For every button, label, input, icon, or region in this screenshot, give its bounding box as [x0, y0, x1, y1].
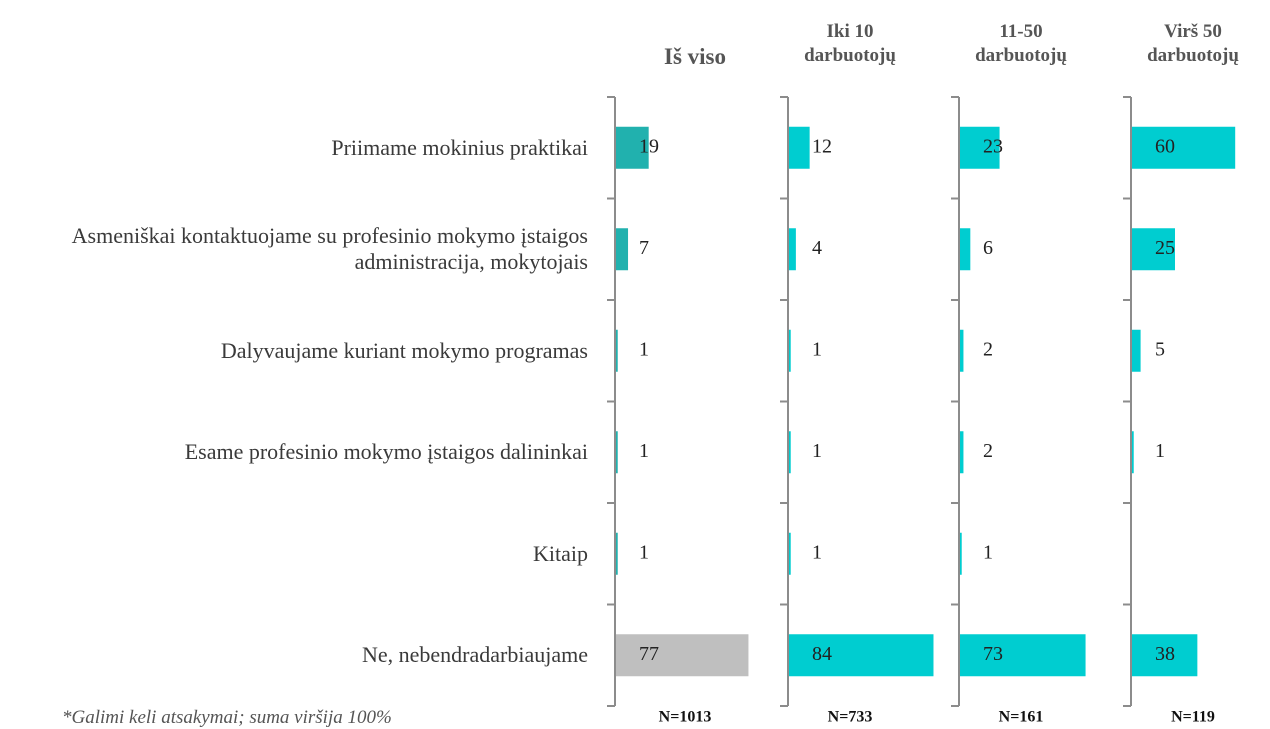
- bar: [616, 634, 749, 677]
- category-label: Kitaip: [533, 540, 588, 566]
- series-header: Virš 50 darbuotojų: [1147, 21, 1239, 66]
- value-label: 25: [1155, 237, 1175, 259]
- value-label: 5: [1155, 338, 1165, 360]
- bar: [1132, 126, 1236, 169]
- bar: [789, 329, 791, 372]
- value-label: 7: [639, 237, 649, 259]
- bar: [616, 532, 618, 575]
- value-label: 4: [812, 237, 822, 259]
- value-label: 1: [639, 440, 649, 462]
- value-label: 23: [983, 135, 1003, 157]
- value-label: 1: [812, 338, 822, 360]
- bar: [789, 532, 791, 575]
- value-label: 60: [1155, 135, 1175, 157]
- bar: [616, 126, 649, 169]
- value-label: 2: [983, 338, 993, 360]
- bar: [960, 532, 962, 575]
- category-label: Esame profesinio mokymo įstaigos dalinin…: [184, 439, 588, 465]
- series-header: Iki 10 darbuotojų: [804, 21, 896, 66]
- bar: [616, 329, 618, 372]
- series-header: Iš viso: [664, 44, 726, 69]
- footnote: *Galimi keli atsakymai; suma viršija 100…: [62, 707, 392, 728]
- bar: [789, 431, 791, 474]
- category-label: Dalyvaujame kuriant mokymo programas: [220, 337, 588, 363]
- bar: [616, 431, 618, 474]
- bar: [1132, 329, 1141, 372]
- value-label: 1: [639, 338, 649, 360]
- n-label: N=733: [828, 709, 873, 726]
- value-label: 1: [812, 440, 822, 462]
- n-label: N=1013: [659, 709, 712, 726]
- value-label: 19: [639, 135, 659, 157]
- value-label: 2: [983, 440, 993, 462]
- bar: [960, 431, 964, 474]
- bar: [960, 126, 1000, 169]
- bar: [789, 634, 934, 677]
- n-label: N=119: [1171, 709, 1215, 726]
- value-label: 1: [639, 541, 649, 563]
- value-label: 1: [812, 541, 822, 563]
- category-label: Ne, nebendradarbiaujame: [362, 642, 588, 668]
- bar: [789, 228, 796, 271]
- value-label: 1: [983, 541, 993, 563]
- value-label: 77: [639, 643, 659, 665]
- bar: [1132, 228, 1175, 271]
- bar: [960, 329, 964, 372]
- bar: [1132, 431, 1134, 474]
- value-label: 73: [983, 643, 1003, 665]
- value-label: 12: [812, 135, 832, 157]
- bar: [616, 228, 629, 271]
- bar: [960, 634, 1086, 677]
- bar: [960, 228, 971, 271]
- bar: [1132, 634, 1198, 677]
- series-header: 11-50 darbuotojų: [975, 21, 1067, 66]
- value-label: 6: [983, 237, 993, 259]
- value-label: 84: [812, 643, 832, 665]
- category-label: Asmeniškai kontaktuojame su profesinio m…: [71, 223, 588, 275]
- bar: [789, 126, 810, 169]
- value-label: 38: [1155, 643, 1175, 665]
- n-label: N=161: [999, 709, 1044, 726]
- category-label: Priimame mokinius praktikai: [331, 134, 588, 160]
- value-label: 1: [1155, 440, 1165, 462]
